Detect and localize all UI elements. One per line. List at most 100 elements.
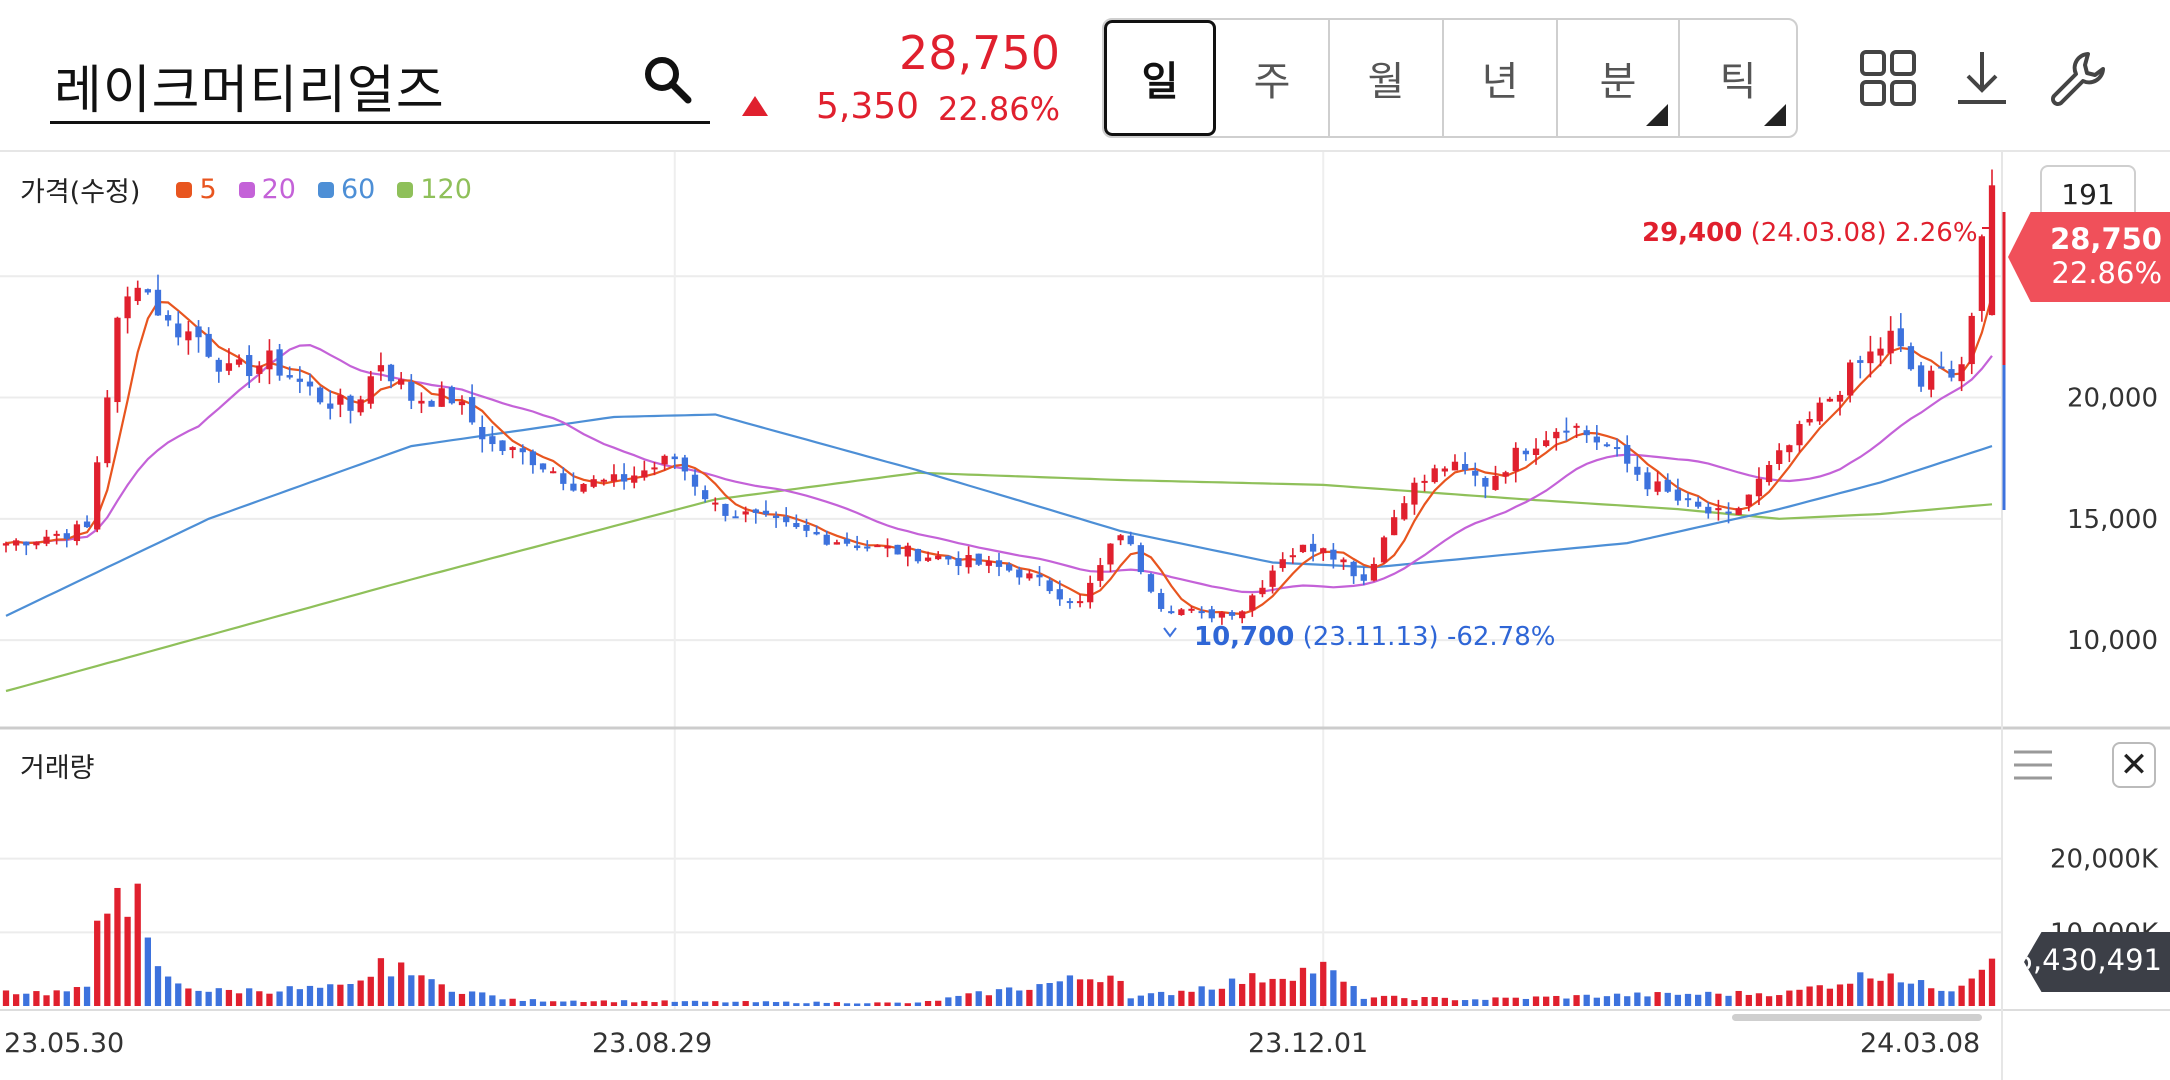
candle-body — [691, 474, 699, 487]
last-volume-tag: 6,430,491 — [2024, 932, 2170, 992]
candle-body — [144, 289, 151, 293]
volume-bar — [580, 1002, 587, 1006]
tab-tick[interactable]: 틱 — [1680, 20, 1796, 136]
candle-body — [955, 558, 962, 567]
menu-icon[interactable] — [2012, 748, 2054, 782]
candle-body — [1593, 436, 1600, 443]
volume-bar — [1259, 982, 1266, 1006]
candle-body — [23, 541, 30, 546]
volume-bar — [762, 1001, 770, 1006]
candle-body — [1137, 545, 1144, 573]
stock-name[interactable]: 레이크머티리얼즈 — [54, 61, 445, 121]
candle-body — [590, 479, 597, 487]
tab-label: 일 — [1141, 59, 1179, 105]
candle-body — [296, 378, 303, 382]
candle-body — [783, 516, 790, 523]
volume-bar — [124, 916, 131, 1006]
volume-bar — [276, 991, 283, 1006]
volume-bar — [864, 1003, 871, 1006]
min-price-info: (23.11.13) -62.78% — [1302, 622, 1556, 652]
volume-bar — [843, 1003, 851, 1006]
candle-body — [1482, 477, 1489, 487]
grid-layout-icon[interactable] — [1858, 48, 1918, 108]
volume-bar — [1441, 997, 1448, 1006]
candle-body — [995, 560, 1003, 567]
dropdown-corner-icon — [1764, 104, 1786, 126]
candle-body — [732, 516, 739, 519]
volume-bar — [1705, 991, 1712, 1006]
volume-bar — [1634, 992, 1641, 1006]
volume-bar — [1573, 995, 1580, 1006]
volume-bar — [1968, 978, 1975, 1006]
close-icon[interactable]: ✕ — [2112, 742, 2156, 788]
candle-body — [1968, 315, 1975, 365]
legend-ma120[interactable]: 120 — [397, 174, 472, 205]
candle-body — [1309, 543, 1317, 552]
candle-body — [377, 365, 385, 372]
tab-year[interactable]: 년 — [1444, 20, 1558, 136]
candle-body — [600, 479, 607, 482]
tab-week[interactable]: 주 — [1216, 20, 1330, 136]
candle-body — [1857, 360, 1864, 363]
candle-body — [387, 364, 395, 382]
candle-body — [43, 536, 50, 544]
candle-body — [671, 456, 678, 460]
candle-body — [1917, 365, 1925, 387]
last-percent: 22.86% — [2051, 256, 2162, 290]
tab-month[interactable]: 월 — [1330, 20, 1444, 136]
volume-bar — [1867, 978, 1874, 1006]
candle-body — [1806, 419, 1813, 423]
candle-body — [215, 359, 222, 372]
volume-bar — [1056, 981, 1063, 1006]
volume-bar — [995, 989, 1003, 1006]
candle-body — [94, 462, 101, 530]
volume-bar — [347, 984, 354, 1006]
candle-body — [1644, 472, 1651, 490]
candle-body — [1948, 369, 1955, 378]
volume-bar — [1988, 958, 1996, 1006]
candle-body — [1674, 489, 1682, 501]
volume-bar — [965, 993, 972, 1006]
candle-body — [357, 399, 364, 413]
volume-bar — [1654, 992, 1661, 1006]
candle-body — [1279, 559, 1286, 569]
volume-bar — [1715, 993, 1722, 1006]
search-icon[interactable] — [642, 54, 694, 106]
candle-body — [1401, 503, 1408, 520]
legend-ma60[interactable]: 60 — [317, 174, 375, 205]
volume-bar — [1299, 967, 1307, 1006]
volume-bar — [1391, 995, 1398, 1006]
scrollbar-thumb[interactable] — [1732, 1014, 1982, 1021]
min-price-label: 10,700 (23.11.13) -62.78% — [1194, 622, 1555, 652]
volume-bar — [94, 920, 101, 1006]
candle-body — [1127, 535, 1134, 545]
volume-bar — [33, 991, 40, 1006]
tab-day[interactable]: 일 — [1104, 20, 1216, 136]
volume-bar — [225, 989, 233, 1006]
legend-ma20[interactable]: 20 — [238, 174, 296, 205]
volume-bar — [1786, 990, 1793, 1006]
legend-ma5[interactable]: 5 — [176, 174, 217, 205]
tab-minute[interactable]: 분 — [1558, 20, 1680, 136]
candle-body — [175, 323, 182, 338]
candle-body — [894, 544, 901, 555]
candle-body — [104, 397, 111, 464]
download-icon[interactable] — [1952, 48, 2012, 108]
volume-bar — [367, 976, 374, 1006]
volume-bar — [1482, 999, 1489, 1006]
date-tick: 24.03.08 — [1860, 1028, 1981, 1059]
volume-bar — [205, 991, 212, 1006]
volume-bar — [1279, 978, 1286, 1006]
candle-body — [793, 523, 800, 528]
candle-body — [560, 473, 567, 484]
tab-label: 월 — [1367, 59, 1405, 105]
volume-bar — [1005, 987, 1013, 1006]
stock-search-box[interactable]: 레이크머티리얼즈 — [50, 40, 710, 124]
candle-body — [1705, 506, 1712, 514]
candle-body — [509, 447, 516, 451]
candle-body — [1826, 398, 1834, 402]
wrench-icon[interactable] — [2048, 48, 2108, 108]
candle-body — [1776, 450, 1783, 464]
